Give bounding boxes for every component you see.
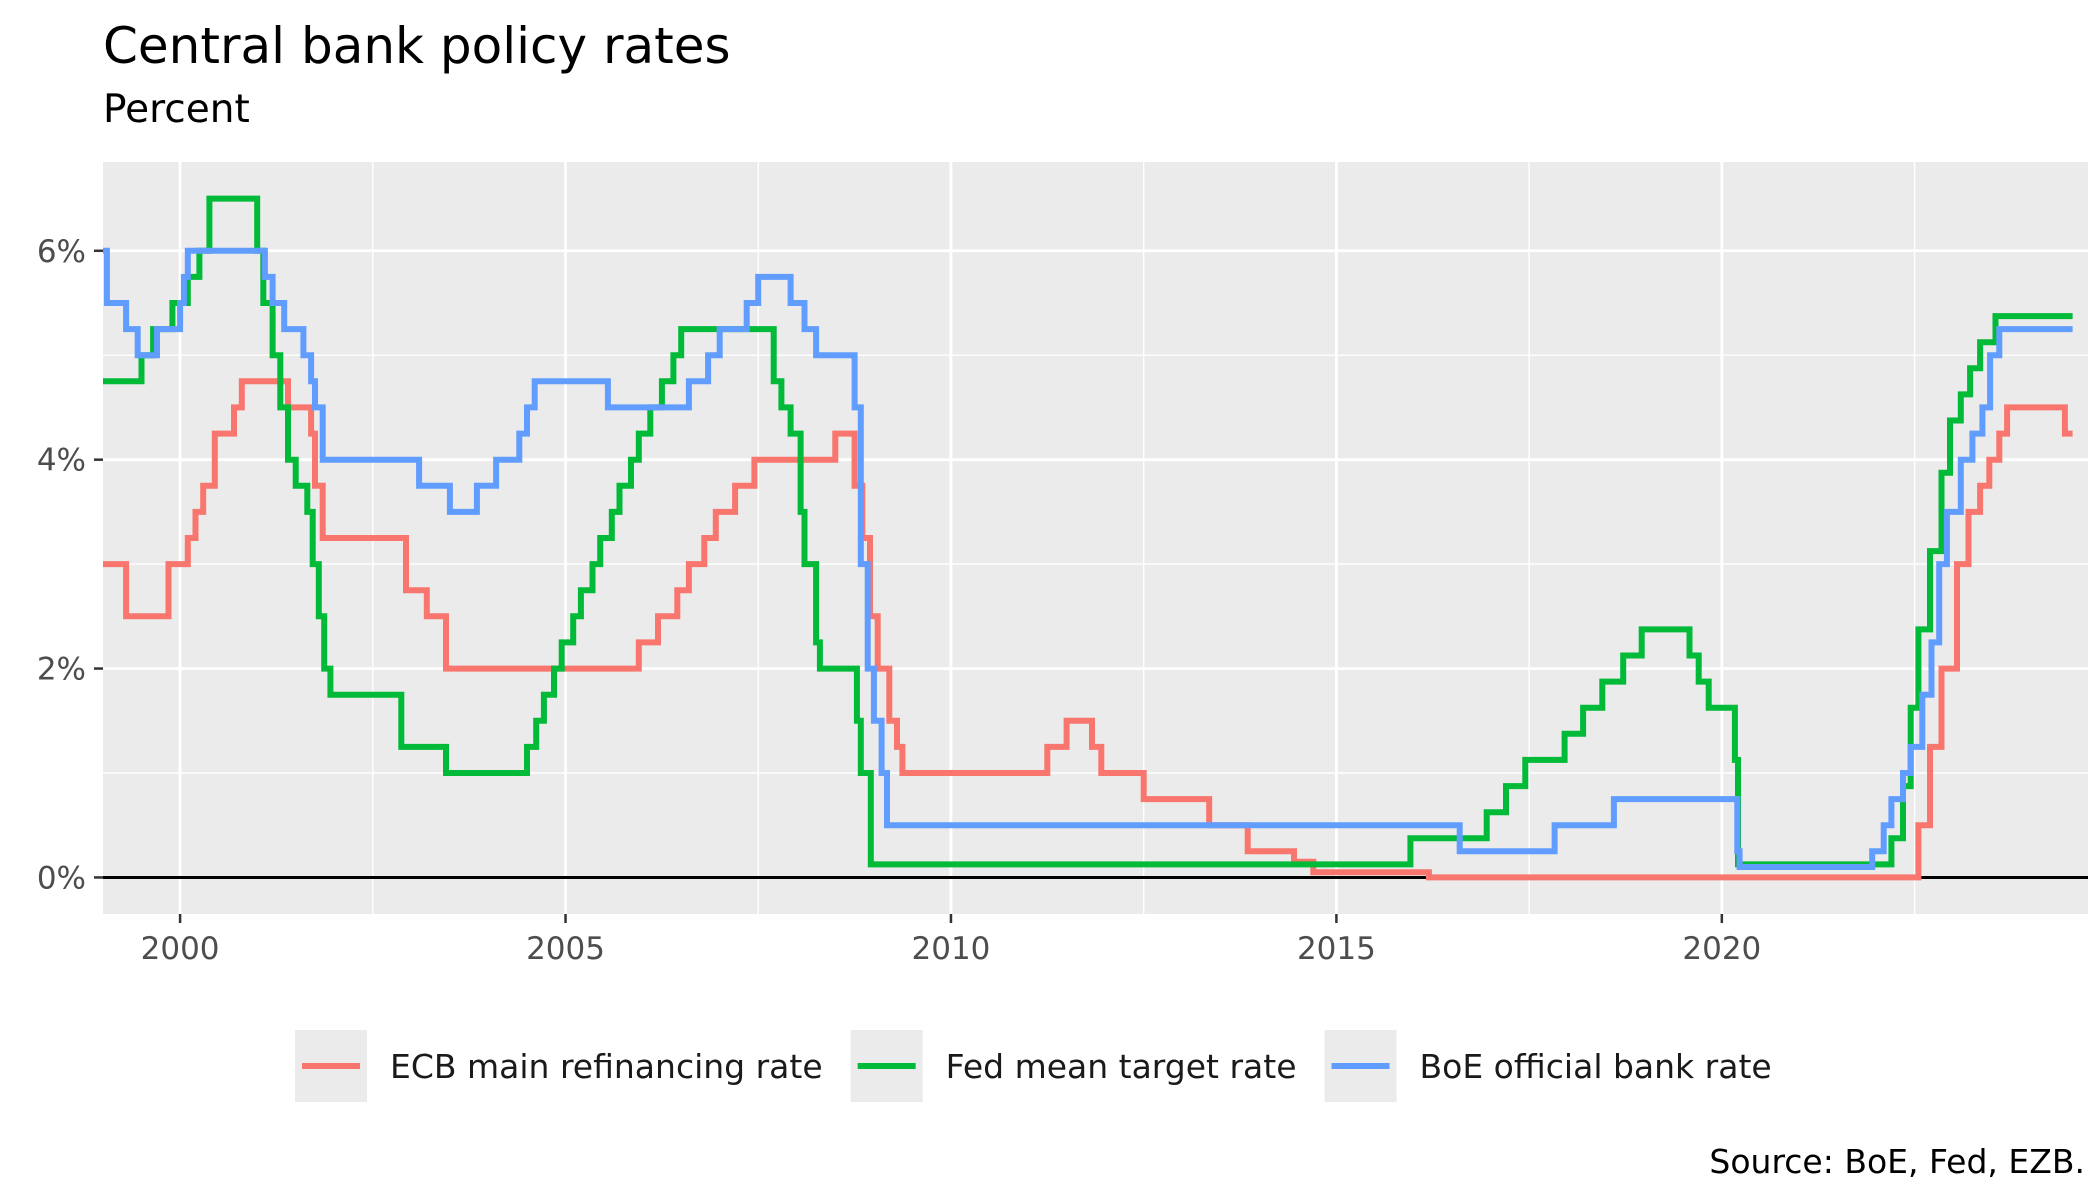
y-axis-tick-labels: 0% 2% 4% 6% xyxy=(37,234,86,897)
y-tick-label: 0% xyxy=(37,860,86,896)
y-tick-label: 6% xyxy=(37,234,86,270)
x-tick-label: 2005 xyxy=(526,931,605,967)
legend-label: ECB main refinancing rate xyxy=(390,1047,823,1086)
chart-title: Central bank policy rates xyxy=(103,17,731,75)
chart-subtitle: Percent xyxy=(103,87,250,132)
series-lines xyxy=(103,195,2073,881)
series-line-2 xyxy=(103,195,2073,868)
x-axis-tick-labels: 2000 2005 2010 2015 2020 xyxy=(141,931,1762,967)
x-tick-label: 2015 xyxy=(1297,931,1376,967)
legend-label: Fed mean target rate xyxy=(946,1047,1297,1086)
plot-panel xyxy=(103,162,2088,914)
axis-ticks xyxy=(94,249,1724,923)
x-tick-label: 2020 xyxy=(1682,931,1761,967)
x-tick-label: 2000 xyxy=(141,931,220,967)
series-line-3 xyxy=(103,247,2073,870)
chart-caption: Source: BoE, Fed, EZB. xyxy=(1709,1142,2085,1181)
y-tick-label: 4% xyxy=(37,443,86,479)
x-tick-label: 2010 xyxy=(912,931,991,967)
legend-label: BoE official bank rate xyxy=(1420,1047,1772,1086)
legend: ECB main refinancing rate Fed mean target… xyxy=(295,1030,1772,1102)
y-tick-label: 2% xyxy=(37,652,86,688)
